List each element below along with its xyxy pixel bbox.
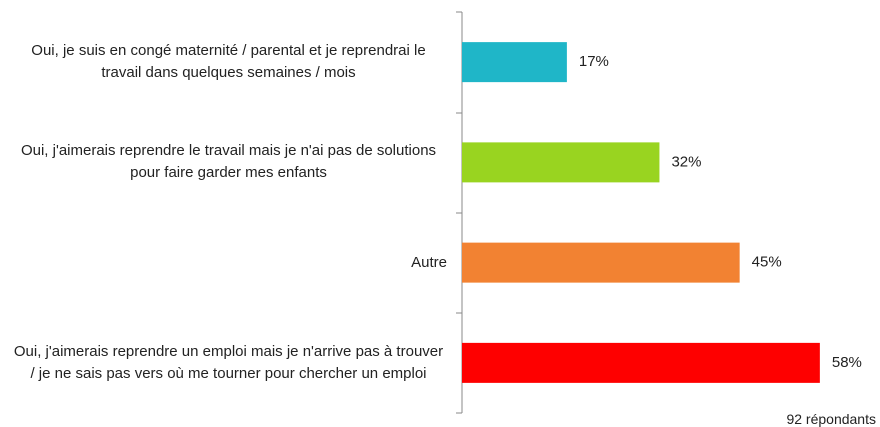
bar: [462, 342, 820, 383]
category-label: Oui, je suis en congé maternité / parent…: [31, 42, 426, 82]
category-label: Oui, j'aimerais reprendre un emploi mais…: [13, 342, 444, 382]
bar: [462, 142, 660, 183]
category-label-box: Oui, j'aimerais reprendre un emploi mais…: [10, 341, 447, 385]
note: 92 répondants: [786, 411, 876, 427]
value-label: 17%: [579, 53, 609, 70]
value-label: 32%: [671, 153, 701, 170]
category-label-box: Autre: [10, 252, 447, 274]
category-label-box: Oui, j'aimerais reprendre le travail mai…: [10, 140, 447, 184]
bar: [462, 242, 740, 283]
value-label: 45%: [752, 254, 782, 271]
category-label: Oui, j'aimerais reprendre le travail mai…: [20, 142, 437, 182]
bar: [462, 42, 567, 83]
category-label: Autre: [411, 253, 447, 271]
value-label: 58%: [832, 354, 862, 371]
category-label-box: Oui, je suis en congé maternité / parent…: [10, 40, 447, 84]
